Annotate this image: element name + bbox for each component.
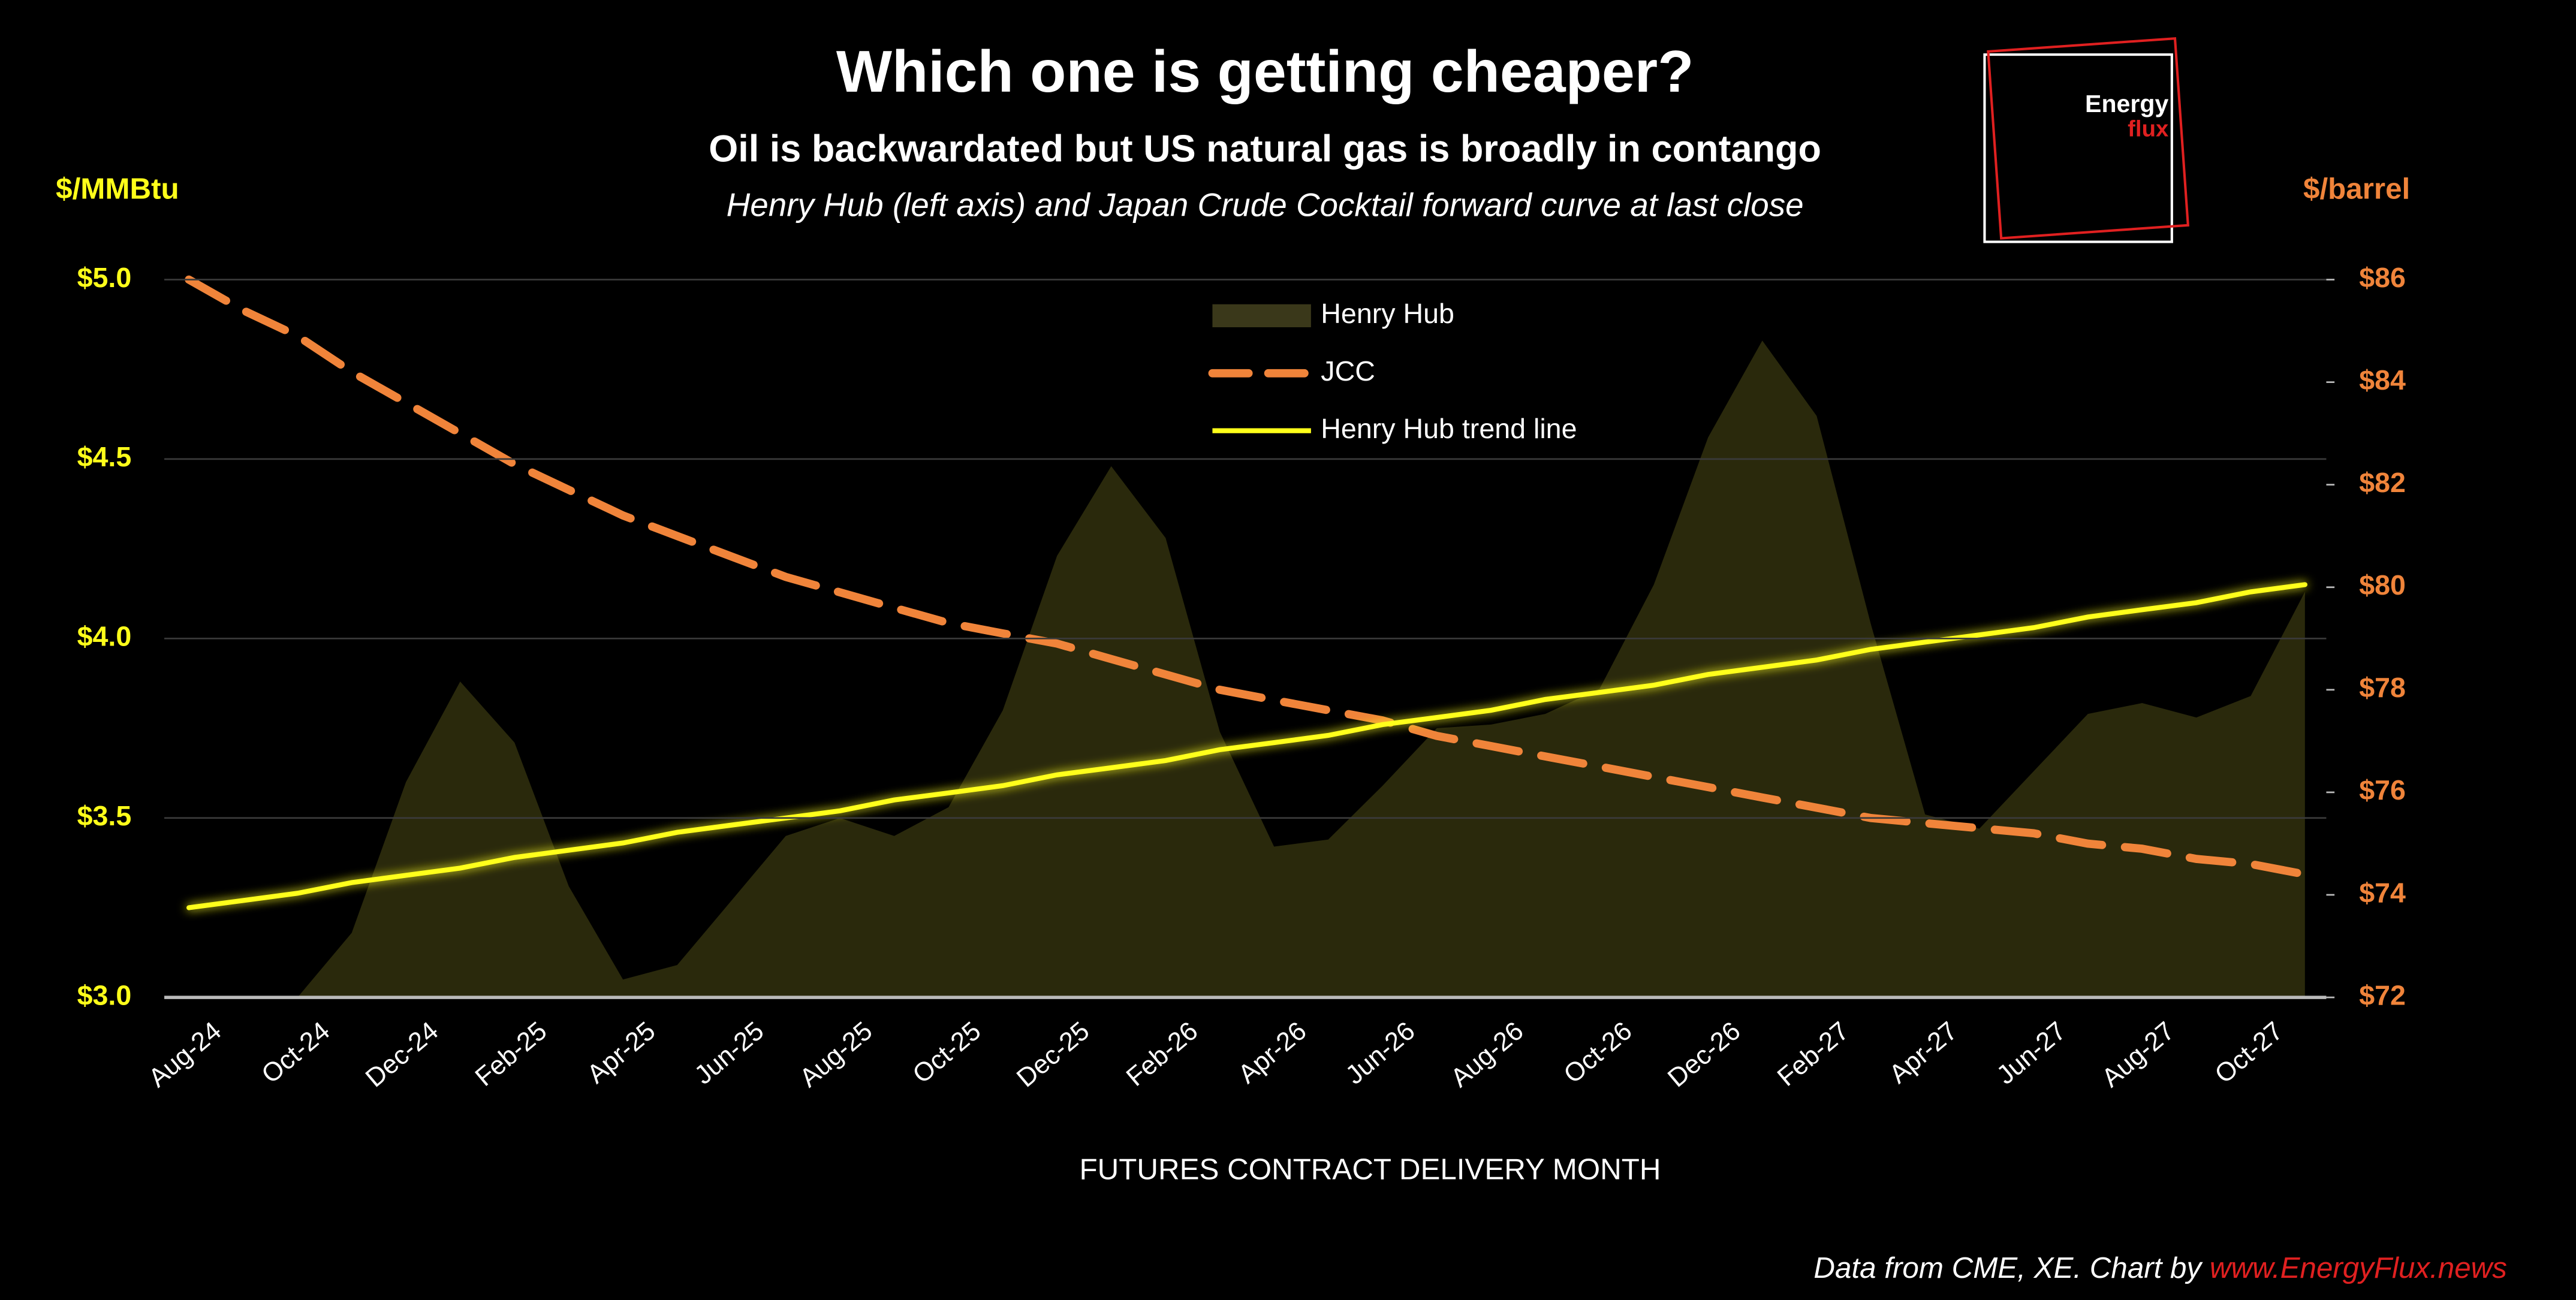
y2-axis-label: $/barrel (2303, 173, 2410, 206)
y-axis-label: $/MMBtu (56, 173, 179, 206)
legend-label: Henry Hub trend line (1321, 413, 1577, 444)
source-link: www.EnergyFlux.news (2210, 1251, 2507, 1284)
y-tick-label: $5.0 (77, 262, 132, 293)
y2-tick-label: $80 (2359, 569, 2406, 601)
y2-tick-label: $84 (2359, 364, 2406, 396)
logo-text-red: flux (2128, 116, 2169, 141)
source-text: Data from CME, XE. Chart by (1813, 1251, 2209, 1284)
grid (164, 279, 2327, 999)
y2-tick-label: $86 (2359, 262, 2406, 293)
area (189, 340, 2305, 998)
y-tick-label: $3.0 (77, 979, 132, 1011)
y2-tick-label: $82 (2359, 467, 2406, 498)
legend-swatch (1212, 304, 1311, 328)
legend-label: Henry Hub (1321, 298, 1454, 329)
logo-frame (1983, 53, 2173, 243)
chart-subtitle: Oil is backwardated but US natural gas i… (709, 128, 1821, 170)
y2-tick-label: $78 (2359, 672, 2406, 703)
y2-tick-label: $74 (2359, 877, 2406, 908)
y2-tick-label: $72 (2359, 979, 2406, 1011)
line (185, 275, 2309, 879)
y-tick-label: $4.0 (77, 621, 132, 652)
y2-tick-label: $76 (2359, 774, 2406, 806)
chart-note: Henry Hub (left axis) and Japan Crude Co… (727, 186, 1804, 223)
chart-title: Which one is getting cheaper? (836, 38, 1694, 104)
y-tick-label: $3.5 (77, 800, 132, 831)
y-tick-label: $4.5 (77, 441, 132, 472)
logo-frame-red (1987, 37, 2190, 240)
legend: Henry Hub JCC Henry Hub trend line (1208, 298, 1577, 444)
source: Data from CME, XE. Chart by www.EnergyFl… (1813, 1251, 2506, 1284)
logo-text: Energy (2085, 90, 2168, 117)
legend-label: JCC (1321, 355, 1375, 387)
logo: Energy flux (1983, 37, 2190, 243)
x-axis-label: FUTURES CONTRACT DELIVERY MONTH (1080, 1153, 1661, 1186)
